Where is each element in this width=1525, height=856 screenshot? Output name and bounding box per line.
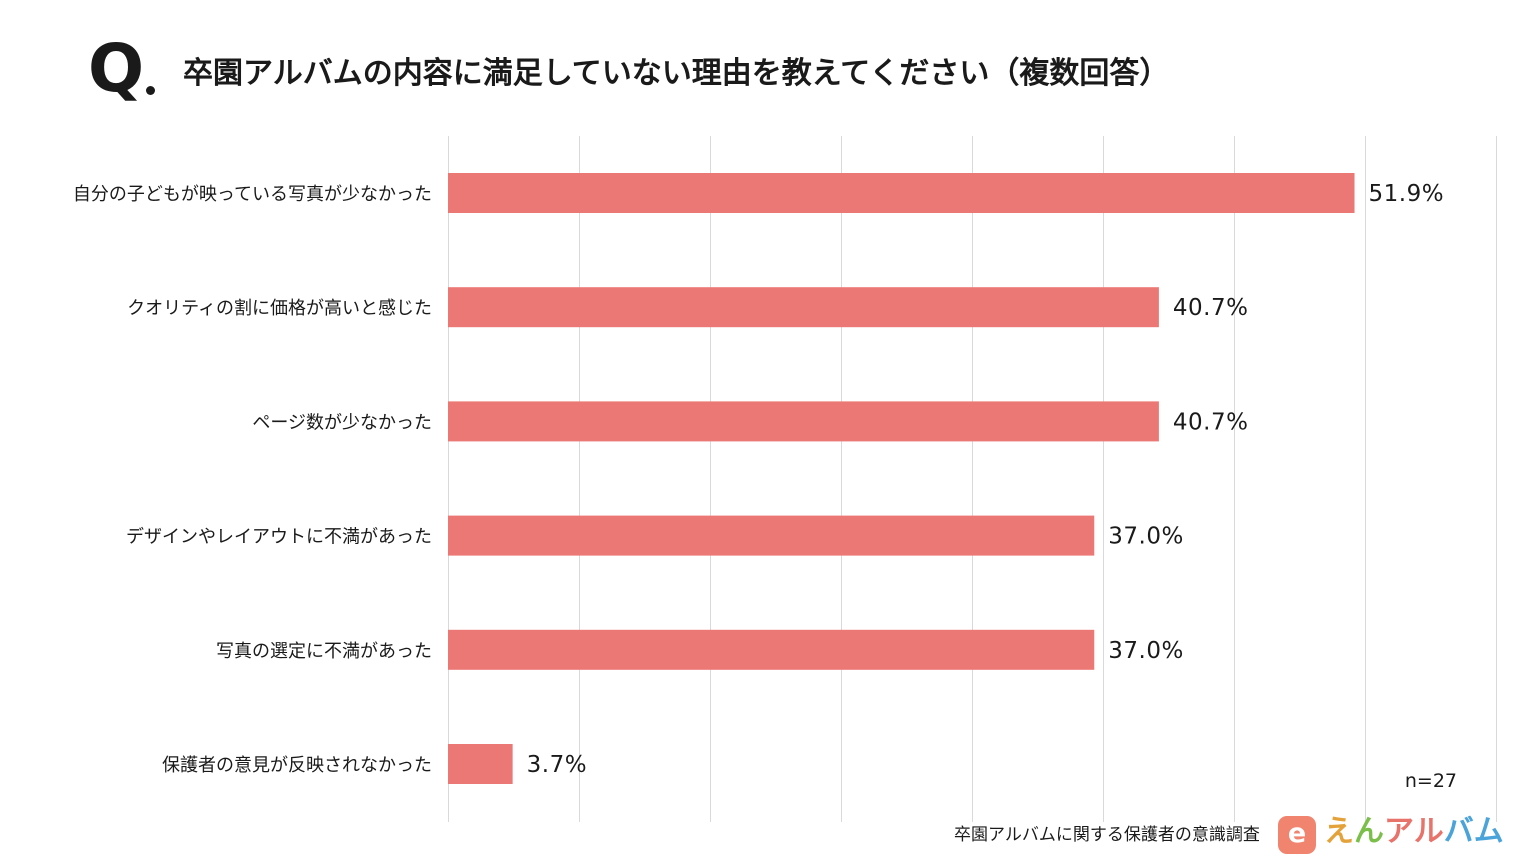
- brand-logo: えんアルバム: [1324, 814, 1504, 850]
- question-mark-label: Q: [88, 30, 144, 107]
- category-labels: 自分の子どもが映っている写真が少なかったクオリティの割に価格が高いと感じたページ…: [73, 184, 432, 776]
- logo-char: え: [1324, 814, 1354, 849]
- bar: [448, 287, 1159, 328]
- category-label: ページ数が少なかった: [252, 412, 432, 433]
- bar: [448, 173, 1355, 213]
- bar: [448, 515, 1095, 556]
- data-label: 51.9%: [1369, 181, 1445, 207]
- data-label: 40.7%: [1173, 409, 1249, 435]
- logo-char: バ: [1443, 814, 1474, 849]
- logo-char: ん: [1354, 814, 1384, 849]
- sample-size-label: n=27: [1404, 770, 1457, 792]
- category-label: デザインやレイアウトに不満があった: [126, 527, 432, 548]
- value-labels: 51.9% 40.7% 40.7% 37.0% 37.0% 3.7%: [527, 181, 1444, 778]
- logo-char: ム: [1473, 814, 1504, 849]
- category-label: 自分の子どもが映っている写真が少なかった: [73, 184, 432, 205]
- bar: [448, 744, 513, 784]
- data-label: 40.7%: [1173, 295, 1249, 321]
- source-caption: 卒園アルバムに関する保護者の意識調査: [954, 825, 1260, 845]
- data-label: 37.0%: [1108, 524, 1184, 550]
- bar: [448, 629, 1095, 670]
- category-label: 写真の選定に不満があった: [216, 641, 432, 662]
- bar: [448, 401, 1159, 442]
- logo-icon: e: [1278, 816, 1316, 854]
- grid-lines: [448, 136, 1497, 822]
- category-label: 保護者の意見が反映されなかった: [162, 755, 432, 776]
- chart-title: 卒園アルバムの内容に満足していない理由を教えてください（複数回答）: [183, 56, 1170, 91]
- category-label: クオリティの割に価格が高いと感じた: [127, 298, 432, 319]
- logo-char: ア: [1384, 814, 1414, 849]
- logo-char: ル: [1413, 814, 1444, 849]
- bars: [448, 173, 1355, 784]
- data-label: 3.7%: [527, 752, 587, 778]
- question-dot: [146, 86, 155, 95]
- data-label: 37.0%: [1108, 638, 1184, 664]
